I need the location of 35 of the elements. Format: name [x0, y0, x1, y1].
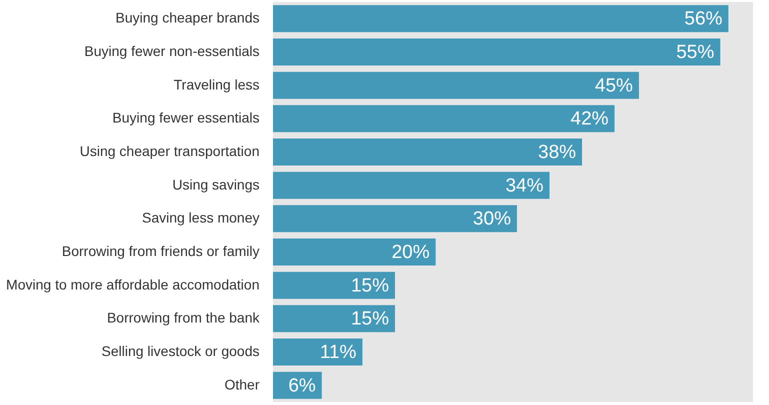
data-label: 55% [676, 42, 714, 63]
y-tick-label: Using savings [172, 176, 260, 192]
y-tick-label: Using cheaper transportation [80, 143, 260, 159]
bar [273, 238, 436, 266]
data-label: 20% [392, 242, 430, 263]
data-label: 42% [570, 108, 609, 130]
data-label: 56% [684, 8, 723, 30]
data-label: 15% [350, 308, 390, 330]
y-tick-label: Moving to more affordable accomodation [6, 276, 260, 292]
data-label: 38% [538, 142, 576, 163]
y-tick-label: Buying fewer non-essentials [84, 43, 260, 59]
y-tick-label: Borrowing from the bank [106, 310, 260, 326]
y-tick-label: Buying cheaper brands [116, 10, 260, 26]
y-tick-label: Other [224, 376, 260, 392]
y-tick-label: Buying fewer essentials [112, 110, 260, 126]
bar [273, 105, 615, 132]
data-label: 11% [320, 342, 357, 363]
data-label: 34% [505, 175, 544, 196]
y-tick-label: Saving less money [142, 210, 260, 226]
data-label: 6% [288, 375, 316, 396]
y-tick-label: Traveling less [174, 76, 260, 92]
bar [273, 172, 550, 199]
data-label: 15% [350, 275, 390, 296]
bar [273, 205, 517, 232]
bar [273, 272, 395, 299]
y-tick-label: Selling livestock or goods [102, 343, 260, 359]
data-label: 45% [594, 75, 634, 96]
bar [273, 5, 728, 32]
bar [273, 305, 395, 332]
data-label: 30% [472, 208, 512, 230]
y-tick-label: Borrowing from friends or family [62, 243, 260, 259]
bar [273, 138, 582, 166]
bar [273, 38, 720, 66]
bar [273, 338, 362, 366]
bar [273, 72, 639, 99]
